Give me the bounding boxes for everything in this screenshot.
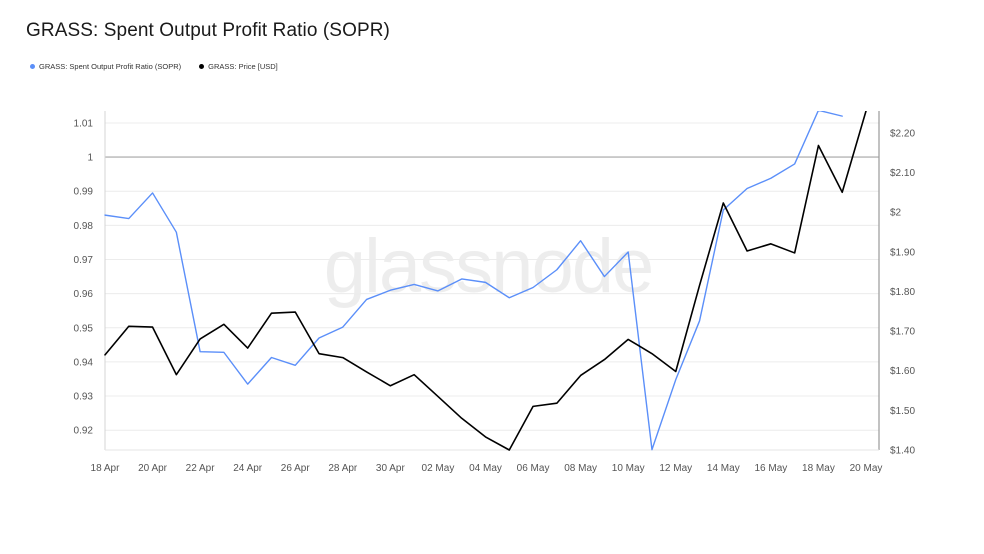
y-right-tick-label: $1.90 bbox=[890, 247, 915, 258]
y-left-tick-label: 0.94 bbox=[74, 357, 94, 368]
y-left-tick-label: 0.93 bbox=[74, 392, 94, 403]
y-left-tick-label: 0.99 bbox=[74, 187, 94, 198]
x-tick-label: 24 Apr bbox=[233, 463, 263, 474]
legend: GRASS: Spent Output Profit Ratio (SOPR) … bbox=[30, 62, 278, 71]
y-left-tick-label: 1.01 bbox=[74, 118, 94, 129]
x-tick-label: 28 Apr bbox=[328, 463, 358, 474]
series-layer bbox=[104, 111, 867, 451]
y-left-tick-label: 0.98 bbox=[74, 221, 94, 232]
y-left-tick-label: 0.92 bbox=[74, 426, 94, 437]
x-tick-label: 04 May bbox=[469, 463, 502, 474]
series-line-sopr bbox=[104, 111, 843, 451]
x-tick-label: 26 Apr bbox=[281, 463, 311, 474]
y-right-tick-label: $1.60 bbox=[890, 366, 915, 377]
y-right-tick-label: $2 bbox=[890, 208, 902, 219]
y-right-tick-label: $1.40 bbox=[890, 446, 915, 457]
x-tick-label: 18 Apr bbox=[91, 463, 121, 474]
chart-title: GRASS: Spent Output Profit Ratio (SOPR) bbox=[26, 20, 390, 41]
y-left-tick-label: 0.97 bbox=[74, 255, 94, 266]
x-tick-label: 22 Apr bbox=[186, 463, 216, 474]
x-tick-label: 16 May bbox=[754, 463, 787, 474]
x-tick-label: 18 May bbox=[802, 463, 835, 474]
x-tick-label: 10 May bbox=[612, 463, 645, 474]
legend-label-price: GRASS: Price [USD] bbox=[208, 62, 278, 71]
axes bbox=[104, 111, 880, 451]
y-right-tick-label: $1.70 bbox=[890, 327, 915, 338]
legend-item-sopr[interactable]: GRASS: Spent Output Profit Ratio (SOPR) bbox=[30, 62, 181, 71]
y-right-tick-label: $1.50 bbox=[890, 406, 915, 417]
y-left-tick-label: 1 bbox=[87, 153, 93, 164]
legend-swatch-sopr bbox=[30, 64, 35, 69]
series-line-price bbox=[104, 111, 867, 451]
x-tick-label: 20 Apr bbox=[138, 463, 168, 474]
y-right-tick-label: $2.20 bbox=[890, 128, 915, 139]
y-right-tick-label: $2.10 bbox=[890, 168, 915, 179]
x-tick-label: 20 May bbox=[850, 463, 883, 474]
legend-label-sopr: GRASS: Spent Output Profit Ratio (SOPR) bbox=[39, 62, 182, 71]
x-tick-label: 30 Apr bbox=[376, 463, 406, 474]
x-tick-label: 12 May bbox=[659, 463, 692, 474]
y-left-tick-label: 0.95 bbox=[74, 323, 94, 334]
x-tick-label: 06 May bbox=[517, 463, 550, 474]
x-tick-label: 02 May bbox=[422, 463, 455, 474]
y-right-tick-label: $1.80 bbox=[890, 287, 915, 298]
grid-lines bbox=[105, 122, 879, 431]
y-left-tick-label: 0.96 bbox=[74, 289, 94, 300]
x-tick-label: 08 May bbox=[564, 463, 597, 474]
legend-item-price[interactable]: GRASS: Price [USD] bbox=[199, 62, 278, 71]
legend-swatch-price bbox=[199, 64, 205, 69]
x-tick-label: 14 May bbox=[707, 463, 740, 474]
tick-labels: 0.92 0.93 0.94 0.95 0.96 0.97 0.98 0.99 1 1.01 $1.… bbox=[74, 118, 916, 474]
